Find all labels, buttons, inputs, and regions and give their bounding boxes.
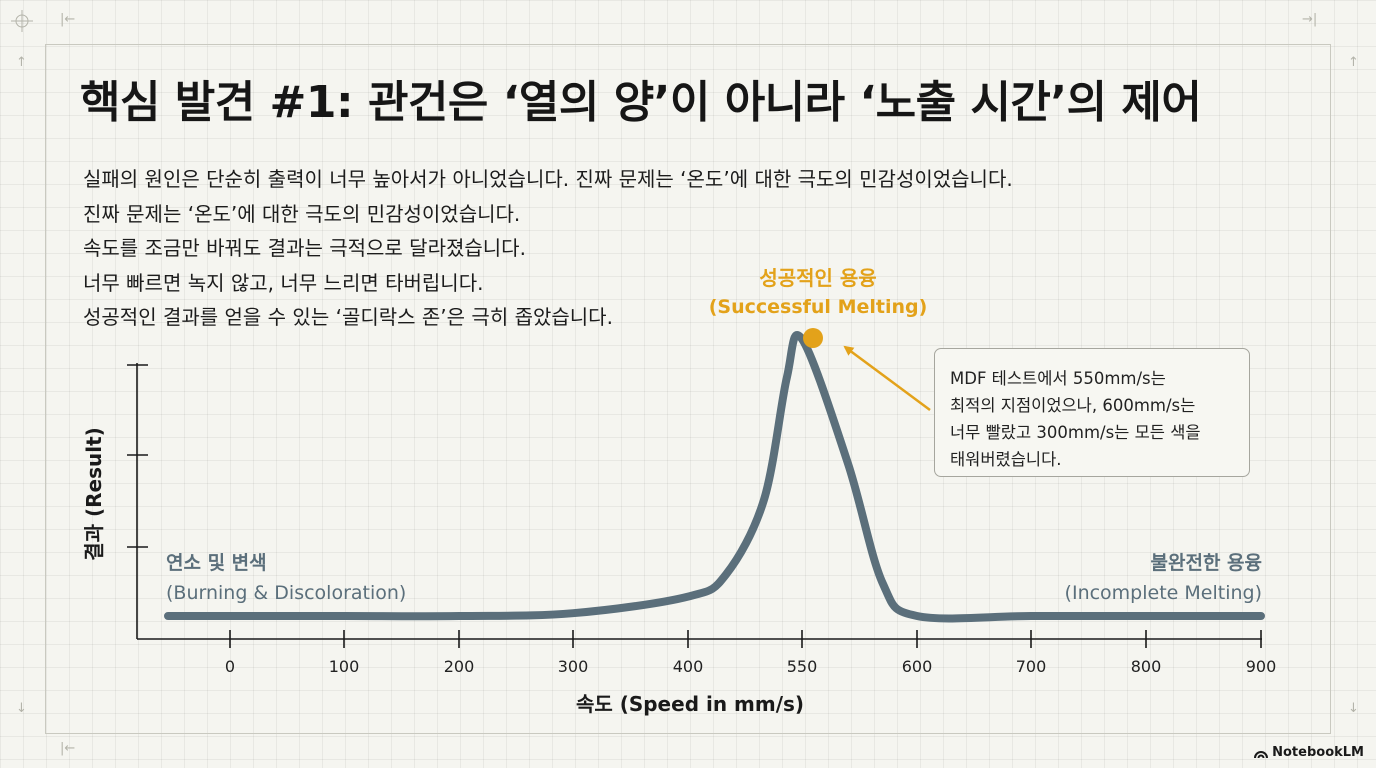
zone-label-incomplete-en: (Incomplete Melting) — [1065, 582, 1262, 604]
x-tick-label: 600 — [902, 657, 933, 676]
x-tick-label: 200 — [444, 657, 475, 676]
body-text: 실패의 원인은 단순히 출력이 너무 높아서가 아니었습니다. 진짜 문제는 ‘… — [83, 162, 1013, 335]
peak-label-en: (Successful Melting) — [709, 296, 928, 318]
body-line: 진짜 문제는 ‘온도’에 대한 극도의 민감성이었습니다. — [83, 201, 521, 226]
zone-label-incomplete-ko: 불완전한 용융 — [1151, 552, 1263, 574]
arrow-down-icon: ↓ — [1348, 701, 1359, 716]
notebooklm-logo-icon — [1254, 750, 1269, 758]
x-tick-label: 0 — [225, 657, 235, 676]
body-line: 너무 빠르면 녹지 않고, 너무 느리면 타버립니다. — [83, 270, 484, 295]
body-line: 성공적인 결과를 얻을 수 있는 ‘골디락스 존’은 극히 좁았습니다. — [83, 305, 613, 329]
arrow-down-icon: ↓ — [16, 701, 27, 716]
brand-badge: NotebookLM — [1254, 745, 1364, 760]
frame-line-right — [1330, 44, 1331, 734]
result-curve-line — [164, 331, 1265, 623]
arrow-left-icon: |← — [60, 741, 76, 756]
callout-line: MDF 테스트에서 550mm/s는 — [950, 369, 1166, 388]
callout-line: 너무 빨랐고 300mm/s는 모든 색을 — [950, 423, 1201, 442]
peak-marker — [803, 328, 823, 348]
frame-line-top — [45, 44, 1331, 45]
x-tick-label: 800 — [1131, 657, 1162, 676]
x-tick-label: 400 — [673, 657, 704, 676]
arrow-up-icon: ↑ — [1348, 55, 1359, 70]
arrow-left-icon: |← — [60, 12, 76, 27]
x-tick-label: 550 — [787, 657, 818, 676]
zone-label-burning-ko: 연소 및 변색 — [166, 552, 267, 574]
zone-label-burning-en: (Burning & Discoloration) — [166, 582, 406, 604]
callout-line: 태워버렸습니다. — [950, 450, 1062, 469]
x-tick-label: 900 — [1246, 657, 1277, 676]
x-tick-label: 300 — [558, 657, 589, 676]
body-line: 실패의 원인은 단순히 출력이 너무 높아서가 아니었습니다. 진짜 문제는 ‘… — [83, 167, 1013, 191]
callout-arrow — [843, 345, 931, 412]
x-tick-label: 700 — [1016, 657, 1047, 676]
callout-box: MDF 테스트에서 550mm/s는 최적의 지점이었으나, 600mm/s는 … — [934, 348, 1250, 477]
brand-name: NotebookLM — [1272, 745, 1364, 760]
crosshair-icon — [11, 10, 33, 35]
callout-line: 최적의 지점이었으나, 600mm/s는 — [950, 396, 1196, 415]
body-line: 속도를 조금만 바꿔도 결과는 극적으로 달라졌습니다. — [83, 236, 526, 260]
peak-label-ko: 성공적인 용융 — [759, 266, 876, 290]
arrow-right-icon: →| — [1302, 12, 1318, 27]
arrow-up-icon: ↑ — [16, 55, 27, 70]
frame-line-left — [45, 44, 46, 734]
frame-line-bottom — [45, 733, 1331, 734]
y-axis-label: 결과 (Result) — [82, 427, 106, 561]
page-title: 핵심 발견 #1: 관건은 ‘열의 양’이 아니라 ‘노출 시간’의 제어 — [80, 77, 1202, 128]
x-axis-label: 속도 (Speed in mm/s) — [576, 692, 804, 716]
x-tick-label: 100 — [329, 657, 360, 676]
